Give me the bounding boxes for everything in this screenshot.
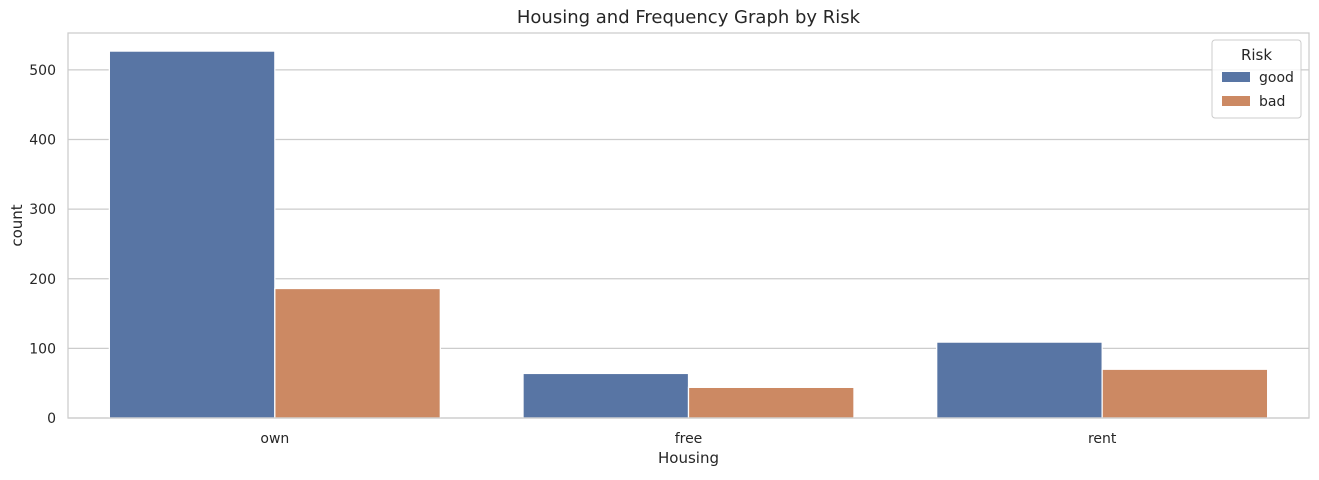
bar-rent-good	[936, 341, 1103, 419]
bar-rent-bad	[1101, 368, 1269, 419]
y-tick-label: 500	[29, 63, 56, 79]
legend-entries: good bad	[1222, 70, 1294, 110]
x-tick-label: rent	[1088, 431, 1117, 447]
plot-frame	[67, 32, 1310, 419]
y-tick-label: 400	[29, 133, 56, 149]
x-axis-label: Housing	[658, 449, 719, 467]
legend: Risk good bad	[1211, 39, 1302, 119]
y-tick-labels: 0 100 200 300 400 500	[29, 63, 56, 427]
y-tick-label: 100	[29, 341, 56, 357]
legend-title: Risk	[1241, 46, 1272, 64]
y-tick-label: 0	[47, 411, 56, 427]
bar-own-good	[108, 50, 276, 419]
legend-label-good: good	[1259, 70, 1294, 86]
chart-title: Housing and Frequency Graph by Risk	[517, 7, 861, 28]
bar-own-bad	[274, 287, 441, 419]
bars	[108, 50, 1269, 419]
y-tick-label: 200	[29, 272, 56, 288]
legend-swatch-good	[1222, 72, 1250, 82]
x-tick-labels: own free rent	[260, 431, 1116, 447]
x-tick-label: own	[260, 431, 289, 447]
bar-free-bad	[687, 386, 855, 419]
legend-swatch-bad	[1222, 96, 1250, 106]
y-axis-label: count	[8, 204, 26, 246]
x-tick-label: free	[675, 431, 703, 447]
legend-label-bad: bad	[1259, 94, 1285, 110]
y-tick-label: 300	[29, 202, 56, 218]
bar-free-good	[522, 372, 690, 419]
